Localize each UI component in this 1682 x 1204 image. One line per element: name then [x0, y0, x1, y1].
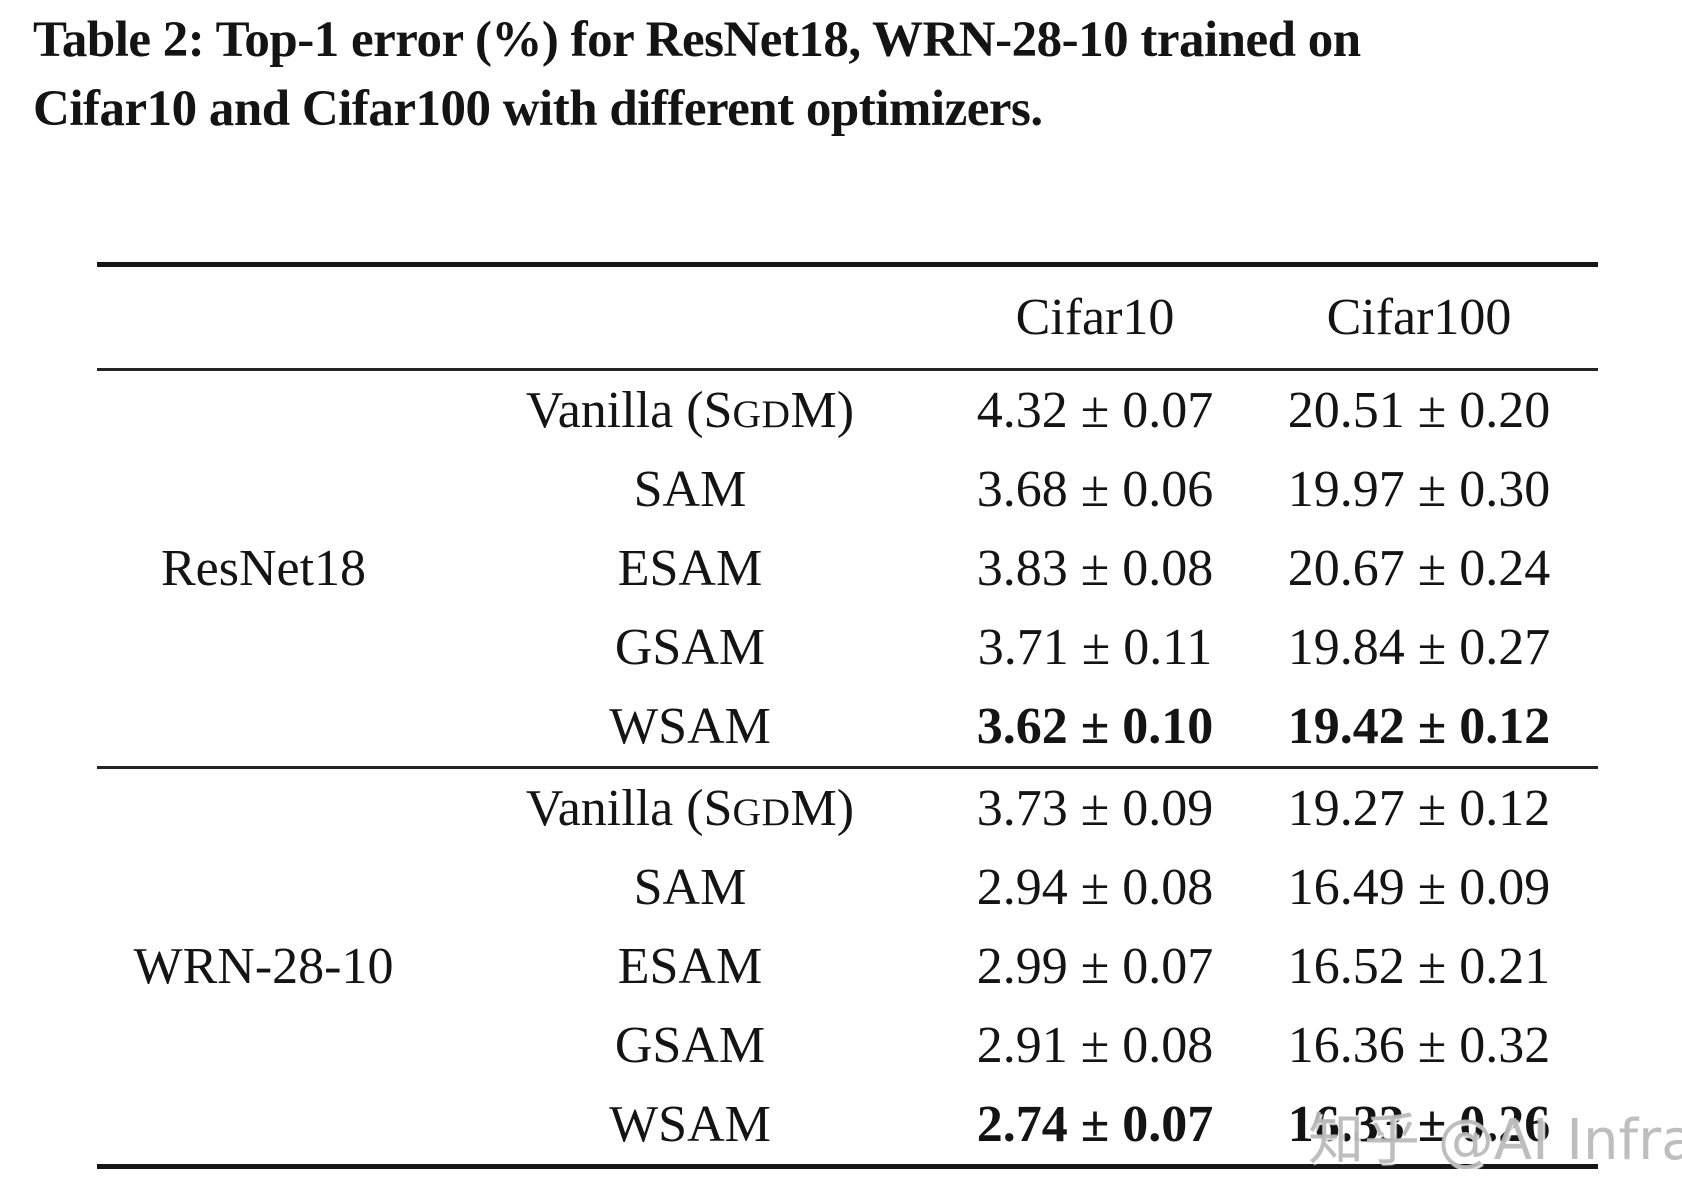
table-row: ESAM 3.83 ± 0.08 20.67 ± 0.24 [97, 529, 1598, 608]
cifar10-value: 3.68 ± 0.06 [976, 461, 1214, 518]
table-row: ESAM 2.99 ± 0.07 16.52 ± 0.21 [97, 927, 1598, 1006]
cifar100-value: 16.52 ± 0.21 [1287, 938, 1551, 995]
cifar100-value: 20.51 ± 0.20 [1287, 382, 1551, 439]
cifar100-column-header: Cifar100 [1326, 289, 1512, 346]
cifar10-column-header: Cifar10 [1015, 289, 1175, 346]
caption-line-2: Cifar10 and Cifar100 with different opti… [33, 81, 1043, 138]
optimizer-cell: ESAM [617, 540, 763, 597]
model-group: WRN-28-10 Vanilla (SGDM) 3.73 ± 0.09 19.27 … [97, 767, 1598, 1167]
table-row: WRN-28-10 Vanilla (SGDM) 3.73 ± 0.09 19.27 … [97, 768, 1598, 995]
model-column-header [97, 265, 430, 370]
model-group: ResNet18 Vanilla (SGDM) 4.32 ± 0.07 20.51 ±… [97, 370, 1598, 768]
results-table: Cifar10 Cifar100 ResNet18 Vanilla (SGDM) 4… [97, 262, 1598, 1169]
optimizer-cell: GSAM [614, 619, 766, 676]
cifar100-value: 16.49 ± 0.09 [1287, 859, 1551, 916]
table-header-row: Cifar10 Cifar100 [97, 265, 1598, 370]
cifar10-value: 4.32 ± 0.07 [976, 382, 1214, 439]
optimizer-cell: WSAM [609, 1096, 771, 1153]
optimizer-cell: ESAM [617, 938, 763, 995]
optimizer-cell: Vanilla (SGDM) [525, 382, 855, 439]
table-row: WSAM 2.74 ± 0.07 16.33 ± 0.26 [97, 1085, 1598, 1167]
optimizer-cell: SAM [633, 859, 747, 916]
zhihu-watermark: 知乎 @AI Infra [1308, 1108, 1682, 1173]
caption-line-1: Table 2: Top-1 error (%) for ResNet18, W… [33, 12, 1361, 68]
table-row: WSAM 3.62 ± 0.10 19.42 ± 0.12 [97, 687, 1598, 768]
cifar100-value: 19.27 ± 0.12 [1287, 780, 1551, 837]
optimizer-column-header [430, 265, 950, 370]
cifar100-value: 19.84 ± 0.27 [1287, 619, 1551, 676]
optimizer-cell: WSAM [609, 698, 771, 755]
optimizer-cell: GSAM [614, 1017, 766, 1074]
table-row: GSAM 2.91 ± 0.08 16.36 ± 0.32 [97, 1006, 1598, 1085]
table-row: SAM 3.68 ± 0.06 19.97 ± 0.30 [97, 450, 1598, 529]
cifar10-value: 2.94 ± 0.08 [976, 859, 1214, 916]
cifar10-value: 2.91 ± 0.08 [976, 1017, 1214, 1074]
cifar100-value: 20.67 ± 0.24 [1287, 540, 1551, 597]
cifar100-value: 16.36 ± 0.32 [1287, 1017, 1551, 1074]
cifar10-value: 3.62 ± 0.10 [976, 698, 1214, 755]
cifar10-value: 2.99 ± 0.07 [976, 938, 1214, 995]
cifar100-value: 16.33 ± 0.26 [1287, 1096, 1551, 1153]
cifar100-value: 19.42 ± 0.12 [1287, 698, 1551, 755]
model-cell: ResNet18 [160, 540, 367, 597]
table-caption: Table 2: Top-1 error (%) for ResNet18, W… [33, 6, 1633, 145]
table-container: Cifar10 Cifar100 ResNet18 Vanilla (SGDM) 4… [97, 262, 1598, 1169]
table-row: ResNet18 Vanilla (SGDM) 4.32 ± 0.07 20.51 ±… [97, 370, 1598, 597]
table-row: SAM 2.94 ± 0.08 16.49 ± 0.09 [97, 848, 1598, 927]
table-row: GSAM 3.71 ± 0.11 19.84 ± 0.27 [97, 608, 1598, 687]
optimizer-cell: SAM [633, 461, 747, 518]
cifar10-value: 3.83 ± 0.08 [976, 540, 1214, 597]
model-cell: WRN-28-10 [133, 938, 394, 995]
cifar10-value: 3.73 ± 0.09 [976, 780, 1214, 837]
optimizer-cell: Vanilla (SGDM) [525, 780, 855, 837]
cifar10-value: 2.74 ± 0.07 [976, 1096, 1214, 1153]
cifar10-value: 3.71 ± 0.11 [977, 619, 1213, 676]
cifar100-value: 19.97 ± 0.30 [1287, 461, 1551, 518]
